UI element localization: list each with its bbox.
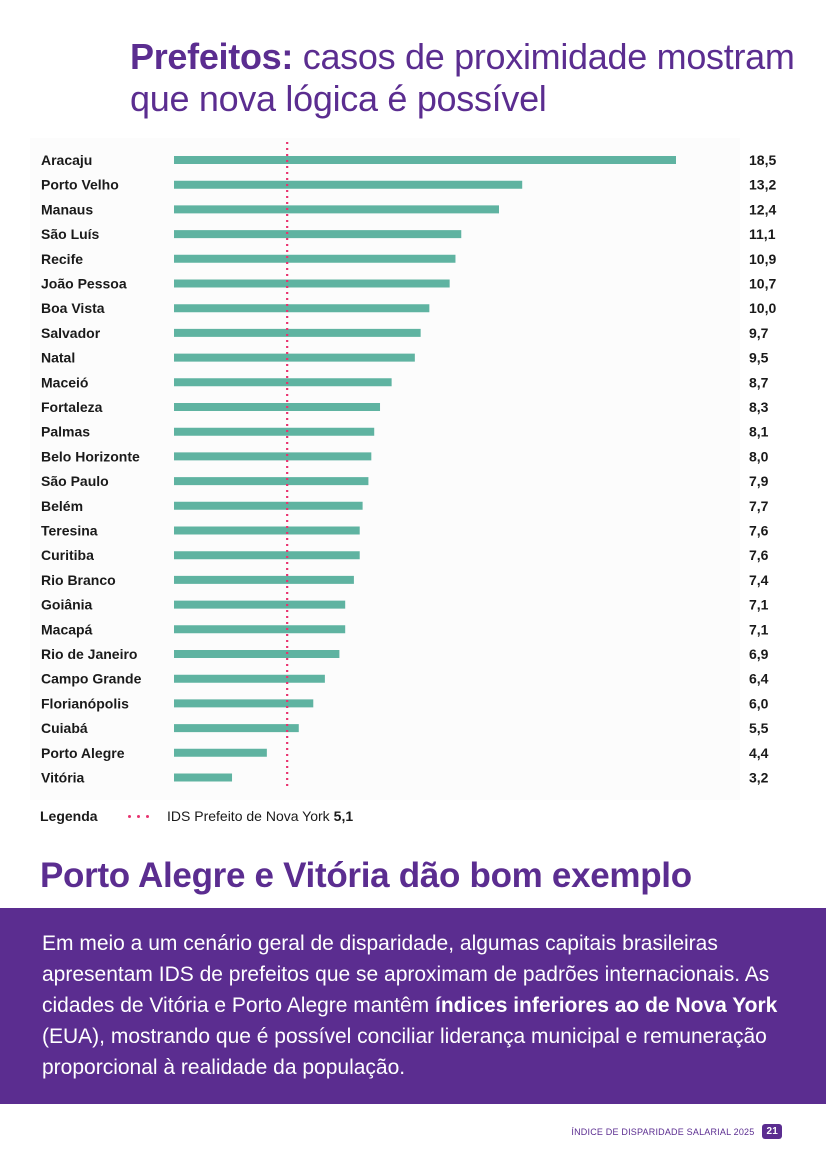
value-label: 18,5 xyxy=(749,152,776,168)
category-label: Manaus xyxy=(41,201,93,217)
value-label: 12,4 xyxy=(749,201,776,217)
value-label: 7,1 xyxy=(749,597,769,613)
value-label: 8,3 xyxy=(749,399,769,415)
value-label: 10,7 xyxy=(749,276,776,292)
category-label: São Paulo xyxy=(41,473,109,489)
page-title-rest: casos de proximidade mostram que nova ló… xyxy=(130,36,795,119)
page-title-bold: Prefeitos: xyxy=(130,36,294,77)
value-label: 13,2 xyxy=(749,177,776,193)
reference-line-swatch-icon xyxy=(128,814,149,818)
legend-item-value: 5,1 xyxy=(333,808,354,824)
value-label: 7,7 xyxy=(749,498,769,514)
bar-chart: Aracaju 18,5 Porto Velho 13,2 Manaus 12,4 São … xyxy=(41,142,776,790)
page-title: Prefeitos: casos de proximidade mostram … xyxy=(130,36,810,120)
category-label: Rio de Janeiro xyxy=(41,646,137,662)
highlight-box: Em meio a um cenário geral de disparidad… xyxy=(0,908,826,1104)
category-label: Macapá xyxy=(41,621,93,637)
category-label: Campo Grande xyxy=(41,671,142,687)
body-text-bold: índices inferiores ao de Nova York xyxy=(435,994,778,1017)
value-label: 4,4 xyxy=(749,745,769,761)
value-label: 10,9 xyxy=(749,251,776,267)
value-label: 6,9 xyxy=(749,646,769,662)
legend: Legenda IDS Prefeito de Nova York 5,1 xyxy=(40,806,353,826)
value-label: 8,7 xyxy=(749,374,769,390)
value-label: 9,7 xyxy=(749,325,769,341)
value-label: 7,6 xyxy=(749,523,769,539)
chart-background xyxy=(30,138,740,800)
category-label: Florianópolis xyxy=(41,695,129,711)
value-label: 6,0 xyxy=(749,695,769,711)
category-label: João Pessoa xyxy=(41,276,127,292)
legend-label: Legenda xyxy=(40,808,98,824)
category-label: Vitória xyxy=(41,770,85,786)
category-label: Goiânia xyxy=(41,597,93,613)
value-label: 11,1 xyxy=(749,226,776,242)
section-title: Porto Alegre e Vitória dão bom exemplo xyxy=(40,856,692,895)
legend-item-text: IDS Prefeito de Nova York xyxy=(167,808,330,824)
value-label: 7,9 xyxy=(749,473,769,489)
category-label: Teresina xyxy=(41,523,98,539)
report-name: ÍNDICE DE DISPARIDADE SALARIAL 2025 xyxy=(571,1126,755,1137)
category-label: Belo Horizonte xyxy=(41,448,140,464)
category-label: São Luís xyxy=(41,226,100,242)
value-label: 9,5 xyxy=(749,350,769,366)
body-paragraph: Em meio a um cenário geral de disparidad… xyxy=(42,928,784,1083)
value-label: 8,0 xyxy=(749,448,769,464)
category-label: Recife xyxy=(41,251,83,267)
category-label: Salvador xyxy=(41,325,101,341)
category-label: Porto Alegre xyxy=(41,745,125,761)
body-text-before: Em meio a um cenário geral de disparidad… xyxy=(42,932,770,1017)
body-text-after: (EUA), mostrando que é possível concilia… xyxy=(42,1025,767,1079)
category-label: Palmas xyxy=(41,424,90,440)
page-footer: ÍNDICE DE DISPARIDADE SALARIAL 2025 21 xyxy=(571,1124,782,1139)
value-label: 7,6 xyxy=(749,547,769,563)
category-label: Belém xyxy=(41,498,83,514)
value-label: 6,4 xyxy=(749,671,769,687)
category-label: Curitiba xyxy=(41,547,94,563)
value-label: 7,1 xyxy=(749,621,769,637)
value-label: 7,4 xyxy=(749,572,769,588)
page-number: 21 xyxy=(762,1124,782,1139)
category-label: Fortaleza xyxy=(41,399,103,415)
value-label: 8,1 xyxy=(749,424,769,440)
category-label: Porto Velho xyxy=(41,177,119,193)
value-label: 5,5 xyxy=(749,720,769,736)
category-label: Natal xyxy=(41,350,75,366)
category-label: Aracaju xyxy=(41,152,92,168)
category-label: Maceió xyxy=(41,374,88,390)
value-label: 3,2 xyxy=(749,770,769,786)
category-label: Boa Vista xyxy=(41,300,105,316)
value-label: 10,0 xyxy=(749,300,776,316)
category-label: Cuiabá xyxy=(41,720,88,736)
category-label: Rio Branco xyxy=(41,572,116,588)
